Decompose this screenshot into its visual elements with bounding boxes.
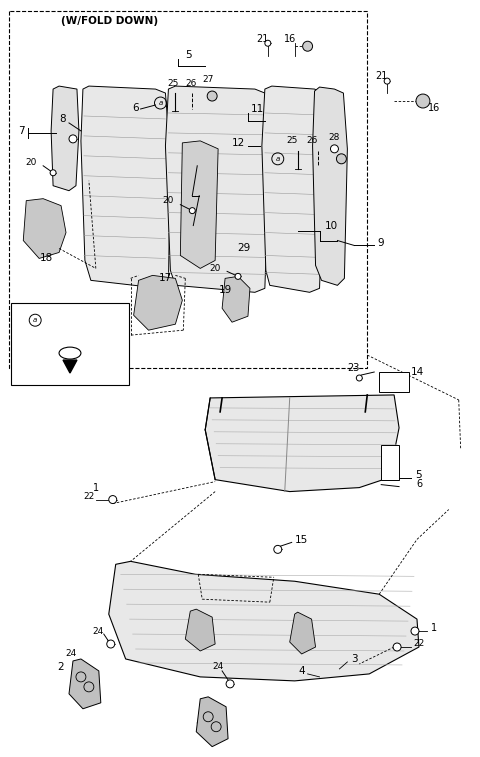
- Text: 13: 13: [49, 313, 63, 323]
- Text: (W/FOLD DOWN): (W/FOLD DOWN): [61, 17, 158, 26]
- Circle shape: [416, 94, 430, 108]
- Text: 6: 6: [132, 103, 139, 113]
- Circle shape: [226, 680, 234, 688]
- Text: 19: 19: [218, 285, 232, 295]
- Text: 28: 28: [329, 133, 340, 142]
- Polygon shape: [109, 562, 419, 681]
- Text: a: a: [276, 156, 280, 162]
- Text: 16: 16: [428, 103, 440, 113]
- Polygon shape: [312, 87, 348, 285]
- Text: 22: 22: [83, 492, 95, 501]
- Text: 24: 24: [213, 662, 224, 671]
- Circle shape: [330, 145, 338, 153]
- FancyBboxPatch shape: [381, 445, 399, 480]
- Polygon shape: [222, 276, 250, 322]
- Text: 25: 25: [286, 136, 298, 145]
- Text: 20: 20: [163, 196, 174, 205]
- Text: 27: 27: [203, 75, 214, 83]
- Text: 7: 7: [18, 126, 24, 136]
- FancyBboxPatch shape: [379, 372, 409, 392]
- Text: 2: 2: [58, 662, 64, 672]
- Circle shape: [69, 135, 77, 143]
- Text: 26: 26: [186, 79, 197, 88]
- Text: 8: 8: [60, 114, 66, 124]
- Text: 2: 2: [195, 721, 202, 732]
- Polygon shape: [196, 697, 228, 746]
- Polygon shape: [290, 612, 315, 654]
- Polygon shape: [23, 198, 66, 258]
- Circle shape: [109, 496, 117, 503]
- Text: 15: 15: [295, 535, 308, 545]
- Text: 11: 11: [251, 104, 264, 114]
- Text: 9: 9: [378, 238, 384, 248]
- Polygon shape: [180, 141, 218, 269]
- Circle shape: [302, 41, 312, 51]
- Polygon shape: [69, 659, 101, 709]
- Text: 21: 21: [375, 71, 387, 81]
- Text: 14: 14: [410, 367, 423, 377]
- Text: 20: 20: [25, 158, 37, 167]
- FancyBboxPatch shape: [12, 304, 129, 385]
- Circle shape: [356, 375, 362, 381]
- Circle shape: [107, 640, 115, 648]
- Circle shape: [384, 78, 390, 84]
- Circle shape: [235, 273, 241, 279]
- Circle shape: [411, 627, 419, 635]
- Circle shape: [336, 154, 347, 164]
- Text: a: a: [158, 100, 163, 106]
- Text: 26: 26: [306, 136, 317, 145]
- Text: 5: 5: [185, 50, 192, 61]
- Polygon shape: [205, 395, 399, 491]
- Text: 29: 29: [237, 244, 251, 254]
- Text: 4: 4: [299, 666, 305, 676]
- Text: 3: 3: [351, 654, 358, 664]
- Text: 23: 23: [347, 363, 360, 373]
- Text: 24: 24: [92, 627, 104, 636]
- Text: 6: 6: [416, 478, 422, 488]
- Text: 22: 22: [413, 638, 425, 647]
- Text: 10: 10: [325, 220, 338, 231]
- Text: 1: 1: [93, 483, 99, 493]
- Text: 24: 24: [65, 650, 77, 659]
- Polygon shape: [51, 86, 79, 191]
- Polygon shape: [166, 86, 270, 292]
- Circle shape: [189, 207, 195, 213]
- Text: 25: 25: [168, 79, 179, 88]
- Text: 18: 18: [39, 254, 53, 263]
- Circle shape: [207, 91, 217, 101]
- Circle shape: [274, 545, 282, 553]
- Circle shape: [393, 643, 401, 651]
- Text: 1: 1: [431, 623, 437, 633]
- Polygon shape: [133, 276, 182, 330]
- Circle shape: [265, 40, 271, 46]
- Text: 21: 21: [257, 34, 269, 44]
- Polygon shape: [81, 86, 170, 288]
- Polygon shape: [63, 360, 77, 373]
- Circle shape: [50, 170, 56, 176]
- Text: 5: 5: [416, 469, 422, 480]
- Polygon shape: [262, 86, 324, 292]
- Polygon shape: [185, 609, 215, 651]
- Text: 12: 12: [231, 138, 245, 148]
- Text: a: a: [33, 317, 37, 323]
- Text: 20: 20: [209, 264, 221, 273]
- Text: 16: 16: [284, 34, 296, 44]
- Text: 17: 17: [159, 273, 172, 283]
